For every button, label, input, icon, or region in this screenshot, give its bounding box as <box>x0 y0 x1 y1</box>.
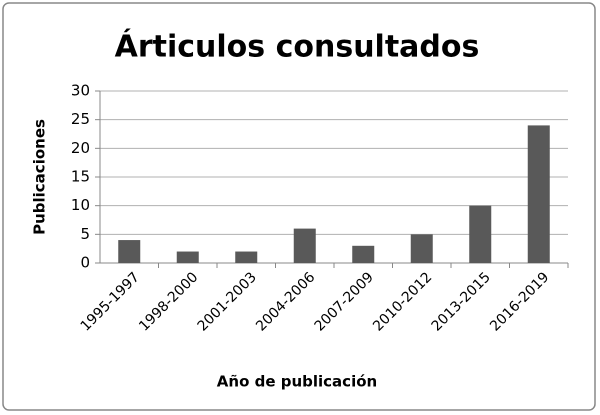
bar <box>469 205 492 263</box>
y-tick-label: 0 <box>80 254 90 272</box>
y-tick-label: 30 <box>71 82 90 100</box>
chart-border <box>2 2 596 411</box>
bar <box>118 240 141 263</box>
bar <box>352 245 375 263</box>
y-axis-label: Publicaciones <box>31 119 49 235</box>
bar <box>235 251 258 263</box>
chart-title: Árticulos consultados <box>115 29 480 65</box>
y-tick-label: 25 <box>71 110 90 128</box>
bar <box>410 234 433 263</box>
x-axis-label: Año de publicación <box>217 373 377 391</box>
y-tick-label: 5 <box>80 225 90 243</box>
bar <box>293 228 316 263</box>
y-tick-label: 10 <box>71 196 90 214</box>
bar <box>527 125 550 264</box>
bar <box>176 251 199 263</box>
y-tick-label: 20 <box>71 139 90 157</box>
y-tick-label: 15 <box>71 168 90 186</box>
